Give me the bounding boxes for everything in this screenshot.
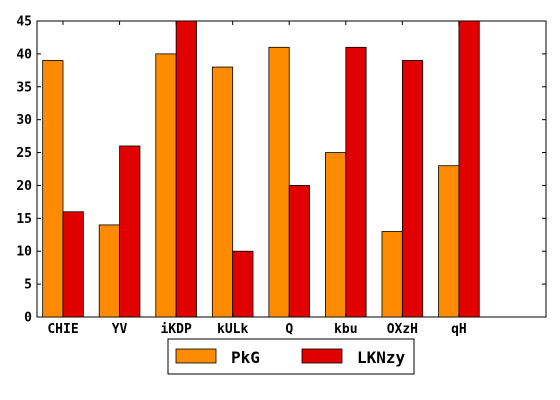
y-tick-label: 40 [16,47,32,62]
bar-lknzy-kulk [232,250,254,318]
x-tick-label: kULk [217,322,248,337]
bars-group [42,20,480,318]
x-tick-label: CHIE [47,322,78,337]
y-tick-label: 0 [24,311,32,326]
y-tick-label: 5 [24,278,32,293]
y-axis: 0 5 10 15 20 25 30 35 40 45 [16,15,546,326]
legend: PkG LKNzy [167,338,415,375]
y-tick-label: 25 [16,146,32,161]
x-tick-label: iKDP [160,322,191,337]
bar-pkg-chie [42,60,64,318]
x-tick-label: YV [112,322,128,337]
bar-lknzy-kbu [345,46,367,318]
legend-swatch-pkg [175,348,217,364]
bar-pkg-q [268,46,290,318]
legend-label-lknzy: LKNzy [357,348,406,367]
y-tick-label: 15 [16,212,32,227]
legend-label-pkg: PkG [231,348,260,367]
bar-lknzy-qh [458,20,480,318]
y-tick-label: 30 [16,113,32,128]
bar-pkg-kbu [325,152,347,318]
y-tick-label: 20 [16,179,32,194]
y-tick-label: 35 [16,80,32,95]
y-tick-label: 10 [16,245,32,260]
x-tick-label: qH [451,322,467,337]
bar-pkg-oxzh [381,231,403,318]
legend-swatch-lknzy [301,348,343,364]
bar-lknzy-ikdp [175,20,197,318]
bar-lknzy-oxzh [401,60,424,318]
bar-lknzy-chie [62,211,84,318]
x-tick-label: kbu [334,322,357,337]
bar-pkg-yv [98,224,120,318]
bar-lknzy-yv [119,145,141,318]
bar-pkg-qh [438,165,460,318]
bar-pkg-ikdp [155,53,177,318]
x-tick-label: OXzH [387,322,418,337]
bar-lknzy-q [288,185,310,318]
x-tick-label: Q [285,322,293,337]
bar-pkg-kulk [211,66,234,318]
y-tick-label: 45 [16,15,32,30]
